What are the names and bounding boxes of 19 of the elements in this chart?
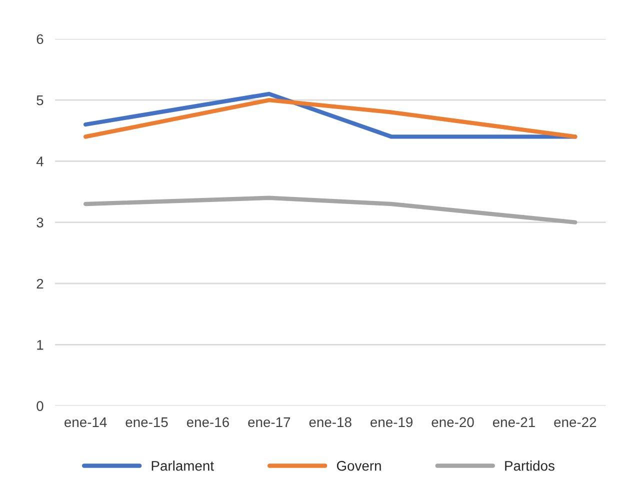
y-tick-label: 0 [36, 401, 44, 411]
x-tick-label: ene-20 [432, 417, 474, 428]
x-tick-label: ene-19 [370, 417, 413, 428]
x-tick-label: ene-21 [492, 417, 535, 428]
y-tick-label: 2 [36, 278, 44, 289]
y-tick-label: 5 [36, 96, 44, 106]
x-tick-label: ene-22 [554, 417, 596, 428]
x-tick-label: ene-16 [186, 417, 229, 428]
y-tick-label: 3 [36, 218, 44, 228]
y-tick-label: 4 [36, 156, 44, 166]
x-tick-label: ene-17 [248, 417, 290, 428]
legend-label: Partidos [505, 460, 554, 471]
x-tick-label: ene-15 [126, 417, 168, 428]
legend-label: Parlament [152, 460, 214, 471]
legend-label: Govern [336, 460, 381, 471]
y-tick-label: 6 [36, 34, 44, 44]
y-tick-label: 1 [37, 340, 44, 350]
x-tick-label: ene-14 [64, 417, 107, 428]
x-tick-label: ene-18 [309, 417, 352, 428]
